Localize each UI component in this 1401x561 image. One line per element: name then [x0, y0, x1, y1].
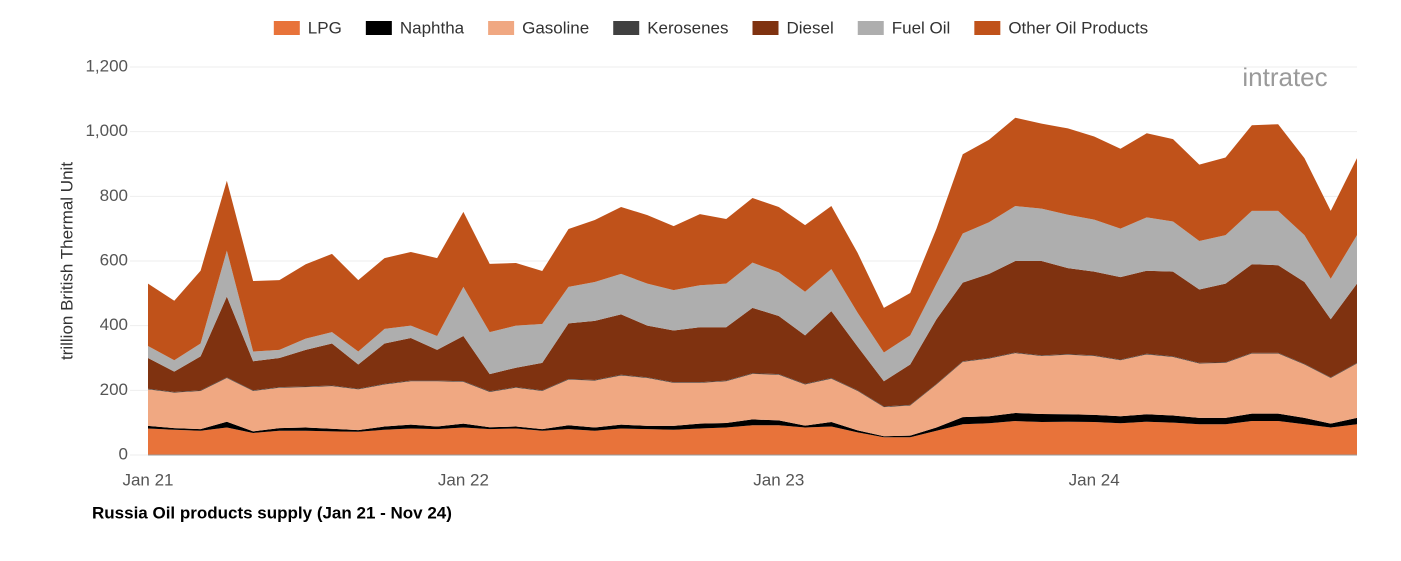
logo: intratec	[1242, 62, 1327, 92]
y-tick-label: 800	[100, 186, 128, 205]
x-tick-label: Jan 23	[753, 470, 804, 489]
legend-label: Other Oil Products	[1008, 18, 1148, 37]
legend-swatch	[273, 21, 300, 35]
legend: LPG Naphtha Gasoline Kerosenes Diesel Fuel Oi…	[273, 18, 1148, 37]
legend-label: Fuel Oil	[892, 18, 951, 37]
legend-swatch	[974, 21, 1001, 35]
y-axis-label: trillion British Thermal Unit	[57, 162, 76, 360]
y-tick-label: 1,000	[85, 121, 128, 140]
legend-label: Diesel	[787, 18, 834, 37]
chart-title: Russia Oil products supply (Jan 21 - Nov…	[92, 503, 452, 522]
legend-label: Gasoline	[522, 18, 589, 37]
area	[148, 421, 1357, 455]
legend-label: LPG	[308, 18, 342, 37]
area	[148, 117, 1357, 361]
legend-swatch	[488, 21, 515, 35]
x-tick-label: Jan 22	[438, 470, 489, 489]
y-tick-label: 200	[100, 380, 128, 399]
area	[148, 412, 1357, 438]
x-tick-label: Jan 21	[122, 470, 173, 489]
y-tick-label: 0	[119, 444, 128, 463]
x-tick-label: Jan 24	[1069, 470, 1120, 489]
legend-swatch	[752, 21, 779, 35]
area	[148, 261, 1357, 407]
area	[148, 206, 1357, 382]
y-tick-label: 1,200	[85, 56, 128, 75]
legend-swatch	[613, 21, 640, 35]
legend-label: Kerosenes	[647, 18, 728, 37]
legend-label: Naphtha	[400, 18, 465, 37]
legend-swatch	[365, 21, 392, 35]
y-tick-label: 600	[100, 250, 128, 269]
area	[148, 353, 1357, 437]
y-tick-label: 400	[100, 315, 128, 334]
legend-swatch	[857, 21, 884, 35]
